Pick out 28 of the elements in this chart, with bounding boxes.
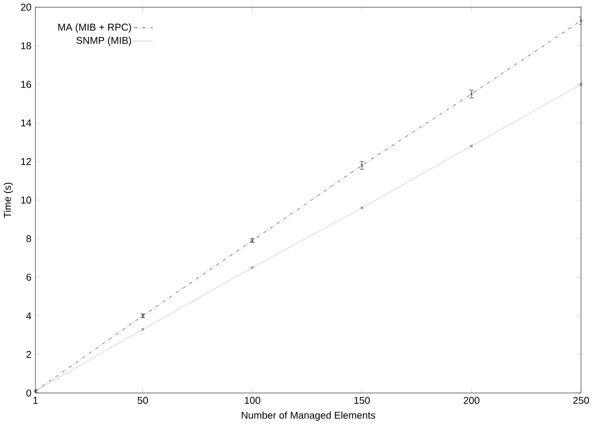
x-tick-label: 200 <box>464 396 480 404</box>
point <box>360 164 364 167</box>
x-axis-title: Number of Managed Elements <box>242 411 376 421</box>
y-axis-title: Time (s) <box>4 182 13 218</box>
y-tick-label: 4 <box>26 312 32 320</box>
x-tick-label: 150 <box>354 396 370 404</box>
point <box>141 328 144 331</box>
x-tick-label: 250 <box>573 396 589 404</box>
legend-label: MA (MIB + RPC) <box>58 23 132 32</box>
y-tick-label: 20 <box>20 3 32 11</box>
point <box>580 19 583 22</box>
point <box>250 266 254 269</box>
y-tick-label: 14 <box>21 119 32 126</box>
y-tick-label: 0 <box>26 389 32 396</box>
legend-label: SNMP (MIB) <box>76 36 132 46</box>
point <box>470 144 473 148</box>
x-tick-label: 1 <box>33 396 38 404</box>
point <box>580 82 583 86</box>
y-tick-label: 18 <box>21 42 32 50</box>
y-tick-label: 6 <box>26 274 32 281</box>
y-tick-label: 16 <box>21 80 32 88</box>
y-tick-label: 12 <box>21 158 32 165</box>
y-tick-label: 8 <box>26 234 32 242</box>
y-tick-label: 2 <box>26 350 32 358</box>
x-tick-label: 100 <box>244 396 260 404</box>
x-tick-label: 50 <box>138 396 148 404</box>
y-tick-label: 10 <box>21 196 32 204</box>
point <box>360 206 364 210</box>
